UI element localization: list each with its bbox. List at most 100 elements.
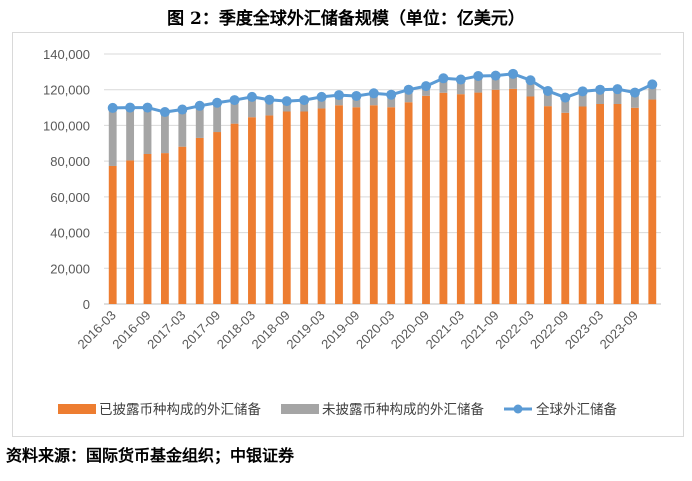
- bar-undisclosed: [352, 95, 361, 108]
- bar-disclosed: [248, 117, 256, 304]
- bar-undisclosed: [561, 97, 570, 113]
- bar-disclosed: [526, 96, 535, 304]
- bar-disclosed: [404, 102, 413, 304]
- bar-undisclosed: [404, 89, 413, 103]
- bar-disclosed: [317, 108, 326, 304]
- line-point: [142, 102, 153, 113]
- bar-undisclosed: [526, 80, 535, 97]
- line-point: [333, 90, 344, 101]
- bar-disclosed: [474, 92, 483, 304]
- line-point: [229, 95, 240, 106]
- line-point: [595, 84, 606, 95]
- bar-disclosed: [108, 165, 117, 304]
- bar-undisclosed: [387, 94, 396, 108]
- line-point: [125, 102, 136, 113]
- line-point: [455, 74, 466, 85]
- bar-undisclosed: [143, 107, 152, 154]
- line-point: [246, 91, 257, 102]
- y-tick-label: 120,000: [43, 83, 90, 98]
- bar-disclosed: [509, 88, 517, 304]
- line-point: [368, 88, 379, 99]
- line-point: [508, 68, 519, 79]
- bar-disclosed: [491, 89, 500, 304]
- line-point: [159, 107, 170, 118]
- bar-disclosed: [178, 146, 187, 304]
- line-point: [194, 100, 205, 111]
- legend-label: 已披露币种构成的外汇储备: [99, 401, 261, 418]
- bar-disclosed: [543, 106, 552, 305]
- line-point: [560, 92, 571, 103]
- bar-disclosed: [561, 112, 570, 304]
- bar-disclosed: [335, 105, 343, 304]
- legend-swatch: [281, 404, 319, 414]
- line-point: [577, 86, 588, 97]
- bar-disclosed: [126, 160, 135, 304]
- source-note: 资料来源：国际货币基金组织；中银证券: [6, 446, 295, 465]
- y-tick-label: 140,000: [43, 47, 90, 62]
- line-point: [438, 73, 449, 84]
- line-point: [473, 70, 484, 81]
- y-tick-label: 80,000: [50, 154, 90, 169]
- bar-undisclosed: [613, 89, 622, 104]
- bar-undisclosed: [265, 99, 274, 116]
- line-point: [525, 75, 536, 86]
- line-point: [281, 96, 292, 107]
- legend-swatch: [58, 404, 96, 414]
- bar-disclosed: [422, 95, 430, 305]
- bar-disclosed: [300, 111, 309, 304]
- bar-disclosed: [282, 111, 291, 304]
- line-point: [212, 97, 223, 108]
- bar-disclosed: [369, 105, 378, 304]
- chart-title: 图 2：季度全球外汇储备规模（单位：亿美元）: [167, 9, 525, 29]
- bar-undisclosed: [509, 73, 517, 89]
- bar-undisclosed: [543, 90, 552, 107]
- chart-svg: 0 20,000 40,000 60,000 80,000 100,000 120,000 1…: [43, 47, 661, 418]
- line-point: [629, 87, 640, 98]
- bar-undisclosed: [439, 78, 448, 93]
- line-point: [403, 84, 414, 95]
- line-total: [112, 72, 653, 114]
- line-point: [107, 102, 118, 113]
- legend-point-marker: [513, 404, 523, 414]
- bar-undisclosed: [456, 79, 465, 95]
- bar-disclosed: [195, 137, 204, 304]
- bar-undisclosed: [648, 84, 657, 100]
- bar-undisclosed: [178, 109, 187, 147]
- bar-undisclosed: [300, 100, 309, 112]
- bar-disclosed: [613, 104, 622, 304]
- line-point: [299, 95, 310, 106]
- bar-disclosed: [352, 107, 361, 304]
- bar-undisclosed: [161, 112, 169, 154]
- line-point: [386, 89, 397, 100]
- bar-undisclosed: [596, 89, 604, 104]
- bar-undisclosed: [335, 95, 343, 106]
- bar-disclosed: [578, 106, 587, 304]
- bar-disclosed: [596, 104, 604, 304]
- bar-undisclosed: [317, 96, 326, 109]
- x-tick-label: 2023-09: [597, 308, 641, 352]
- y-tick-label: 100,000: [43, 118, 90, 133]
- chart-frame: 0 20,000 40,000 60,000 80,000 100,000 120,000 1…: [12, 32, 684, 437]
- line-point: [421, 81, 432, 92]
- bar-undisclosed: [108, 107, 117, 166]
- bar-undisclosed: [369, 93, 378, 106]
- bar-disclosed: [439, 92, 448, 304]
- legend-label: 未披露币种构成的外汇储备: [322, 401, 484, 418]
- bar-disclosed: [230, 123, 239, 305]
- bar-undisclosed: [230, 100, 239, 124]
- line-point: [177, 104, 188, 115]
- bar-undisclosed: [630, 92, 639, 108]
- bar-undisclosed: [248, 96, 256, 118]
- legend-label: 全球外汇储备: [536, 401, 617, 418]
- bar-disclosed: [213, 132, 222, 304]
- bar-disclosed: [648, 99, 657, 305]
- bar-undisclosed: [578, 91, 587, 107]
- bar-undisclosed: [282, 101, 291, 112]
- line-point: [316, 91, 327, 102]
- bar-disclosed: [161, 153, 169, 304]
- line-point: [612, 84, 623, 95]
- bar-undisclosed: [213, 102, 222, 133]
- y-tick-label: 0: [83, 297, 90, 312]
- line-point: [647, 79, 658, 90]
- line-point: [264, 94, 275, 105]
